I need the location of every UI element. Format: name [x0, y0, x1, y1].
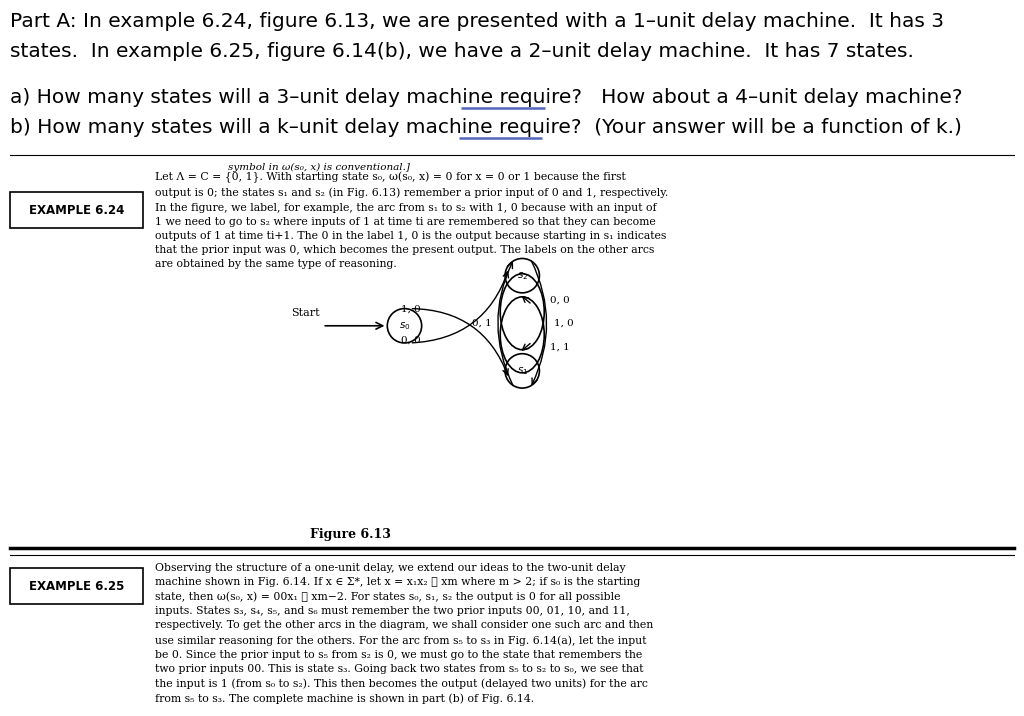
Text: Let Ʌ = C = {0, 1}. With starting state s₀, ω(s₀, x) = 0 for x = 0 or 1 because : Let Ʌ = C = {0, 1}. With starting state … — [155, 172, 669, 269]
Text: $s_0$: $s_0$ — [398, 320, 411, 332]
Text: Figure 6.13: Figure 6.13 — [310, 528, 391, 541]
Text: Observing the structure of a one-unit delay, we extend our ideas to the two-unit: Observing the structure of a one-unit de… — [155, 563, 653, 704]
Text: 0, 0: 0, 0 — [401, 336, 421, 345]
Text: EXAMPLE 6.24: EXAMPLE 6.24 — [29, 203, 124, 216]
Text: 1, 0: 1, 0 — [401, 304, 421, 313]
Bar — [10, 192, 143, 228]
Text: Start: Start — [291, 308, 319, 318]
FancyArrowPatch shape — [413, 272, 509, 343]
Text: 0, 1: 0, 1 — [472, 319, 493, 328]
Text: 1, 1: 1, 1 — [550, 342, 570, 352]
FancyArrowPatch shape — [531, 261, 547, 384]
Text: symbol in ω(s₀, x) is conventional.]: symbol in ω(s₀, x) is conventional.] — [228, 163, 410, 172]
Text: states.  In example 6.25, figure 6.14(b), we have a 2–unit delay machine.  It ha: states. In example 6.25, figure 6.14(b),… — [10, 42, 913, 61]
Text: b) How many states will a k–unit delay machine require?  (Your answer will be a : b) How many states will a k–unit delay m… — [10, 118, 962, 137]
Text: $s_2$: $s_2$ — [517, 270, 527, 281]
Text: a) How many states will a 3–unit delay machine require?   How about a 4–unit del: a) How many states will a 3–unit delay m… — [10, 88, 963, 107]
Bar — [10, 568, 143, 604]
FancyArrowPatch shape — [413, 309, 508, 375]
Text: EXAMPLE 6.25: EXAMPLE 6.25 — [29, 579, 124, 593]
Text: 0, 0: 0, 0 — [550, 295, 570, 304]
Text: $s_1$: $s_1$ — [516, 365, 528, 377]
FancyArrowPatch shape — [498, 262, 513, 386]
Text: Part A: In example 6.24, figure 6.13, we are presented with a 1–unit delay machi: Part A: In example 6.24, figure 6.13, we… — [10, 12, 944, 31]
Text: 1, 0: 1, 0 — [554, 319, 574, 328]
